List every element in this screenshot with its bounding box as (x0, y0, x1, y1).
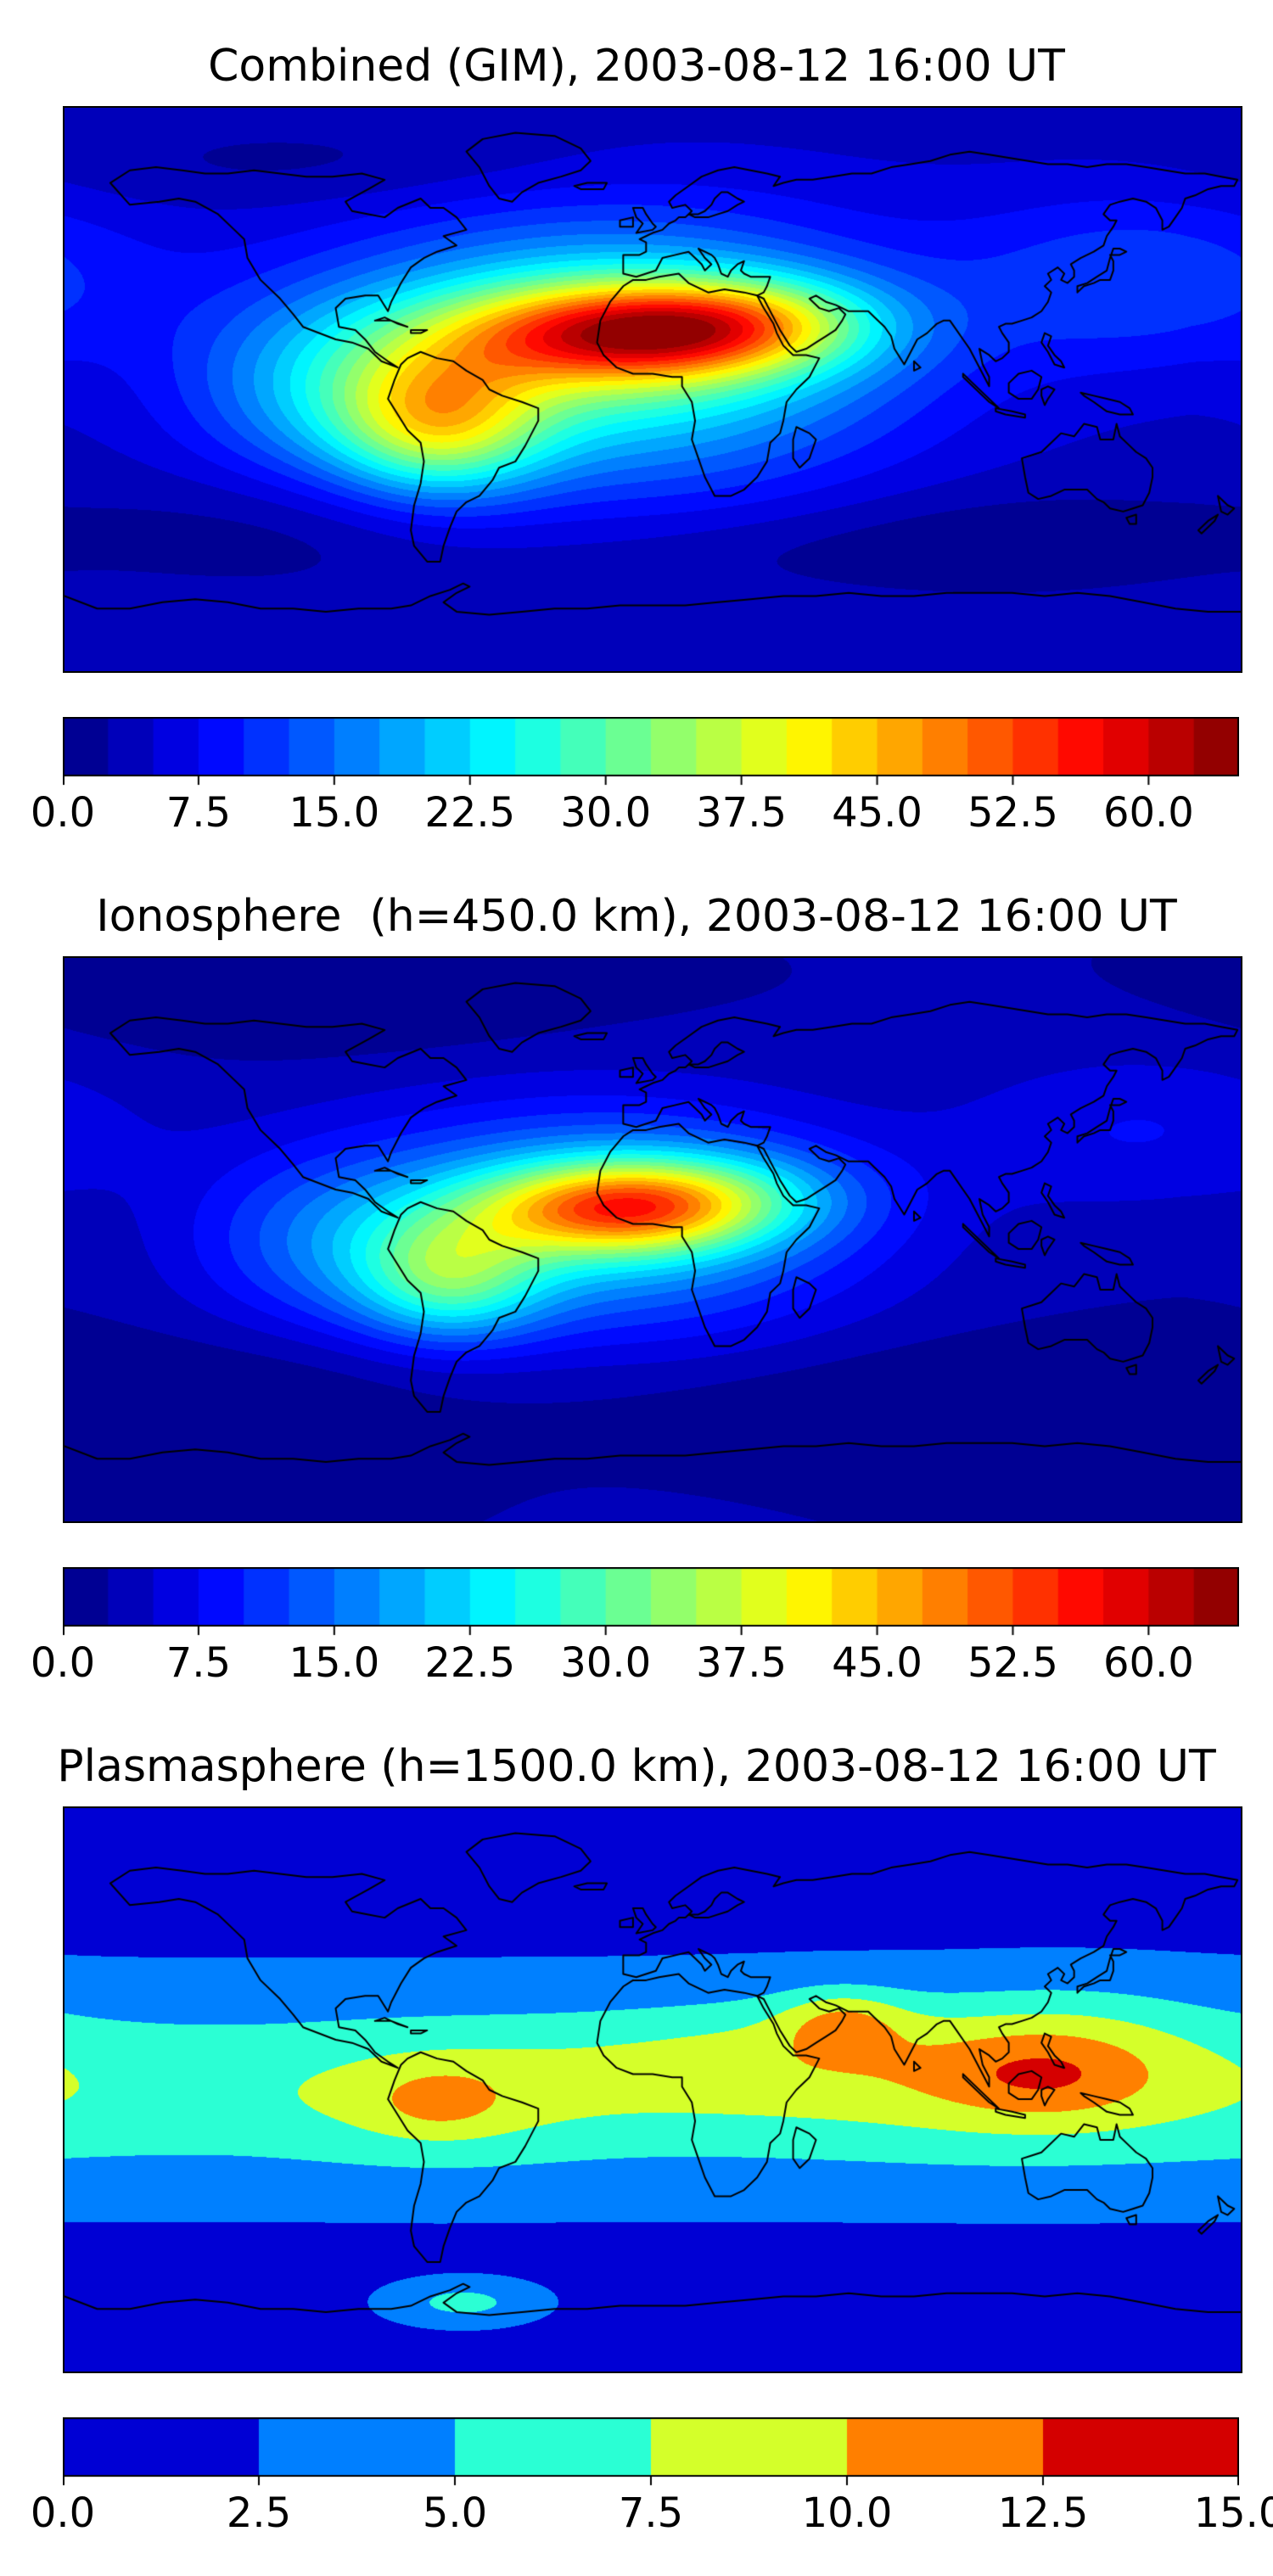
panel-ionosphere: Ionosphere (h=450.0 km), 2003-08-12 16:0… (0, 876, 1273, 1726)
colorbar-tick-label: 37.5 (696, 1639, 788, 1687)
colorbar-tick-label: 15.0 (289, 1639, 380, 1687)
colorbar-tick-label: 10.0 (801, 2489, 893, 2537)
colorbar-tick-label: 12.5 (997, 2489, 1089, 2537)
colorbar-plasmasphere (63, 2417, 1239, 2487)
colorbar-tick-label: 0.0 (30, 789, 96, 837)
chart-title: Ionosphere (h=450.0 km), 2003-08-12 16:0… (96, 891, 1177, 942)
chart-title: Plasmasphere (h=1500.0 km), 2003-08-12 1… (57, 1741, 1216, 1792)
colorbar-ionosphere (63, 1567, 1239, 1637)
colorbar-tick-label: 30.0 (560, 1639, 652, 1687)
colorbar-tick-labels: 0.0 7.5 15.0 22.5 30.0 37.5 45.0 52.5 60.0 (31, 1639, 1239, 1688)
colorbar-tick-label: 37.5 (696, 789, 788, 837)
colorbar-tick-label: 60.0 (1102, 789, 1194, 837)
colorbar-tick-label: 60.0 (1102, 1639, 1194, 1687)
colorbar-tick-label: 0.0 (30, 1639, 96, 1687)
panel-plasmasphere: Plasmasphere (h=1500.0 km), 2003-08-12 1… (0, 1726, 1273, 2576)
colorbar-tick-label: 52.5 (967, 1639, 1058, 1687)
colorbar-tick-labels: 0.0 7.5 15.0 22.5 30.0 37.5 45.0 52.5 60.0 (31, 789, 1239, 838)
colorbar-tick-label: 30.0 (560, 789, 652, 837)
colorbar-tick-label: 22.5 (424, 1639, 516, 1687)
colorbar-tick-label: 2.5 (226, 2489, 292, 2537)
colorbar-tick-label: 22.5 (424, 789, 516, 837)
world-map-plasmasphere (63, 1806, 1242, 2373)
colorbar-tick-label: 7.5 (618, 2489, 684, 2537)
colorbar-tick-labels: 0.0 2.5 5.0 7.5 10.0 12.5 15.0 (31, 2489, 1273, 2539)
colorbar-tick-label: 45.0 (832, 789, 923, 837)
colorbar-tick-label: 45.0 (832, 1639, 923, 1687)
world-map-ionosphere (63, 956, 1242, 1523)
colorbar-tick-label: 15.0 (289, 789, 380, 837)
colorbar-tick-label: 7.5 (165, 1639, 232, 1687)
colorbar-tick-label: 15.0 (1193, 2489, 1273, 2537)
colorbar-tick-label: 0.0 (30, 2489, 96, 2537)
colorbar-tick-label: 5.0 (422, 2489, 488, 2537)
chart-title: Combined (GIM), 2003-08-12 16:00 UT (208, 41, 1065, 92)
colorbar-tick-label: 7.5 (165, 789, 232, 837)
colorbar-combined (63, 717, 1239, 787)
colorbar-tick-label: 52.5 (967, 789, 1058, 837)
world-map-combined (63, 106, 1242, 673)
panel-combined-gim: Combined (GIM), 2003-08-12 16:00 UT 0.0 7… (0, 25, 1273, 876)
